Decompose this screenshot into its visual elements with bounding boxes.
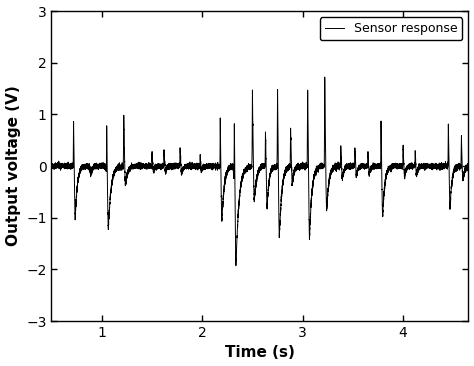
- Legend: Sensor response: Sensor response: [320, 17, 462, 40]
- Sensor response: [71, 137, 76, 141]
- X-axis label: Time (s): Time (s): [225, 346, 295, 361]
- Sensor response: [49, 163, 55, 168]
- Sensor response: [233, 264, 239, 268]
- Sensor response: [322, 75, 328, 79]
- Sensor response: [302, 165, 308, 169]
- Sensor response: [156, 165, 162, 169]
- Line: Sensor response: Sensor response: [52, 77, 468, 266]
- Sensor response: [262, 163, 268, 167]
- Sensor response: [268, 168, 274, 173]
- Y-axis label: Output voltage (V): Output voltage (V): [6, 86, 20, 246]
- Sensor response: [110, 175, 116, 180]
- Sensor response: [465, 165, 471, 170]
